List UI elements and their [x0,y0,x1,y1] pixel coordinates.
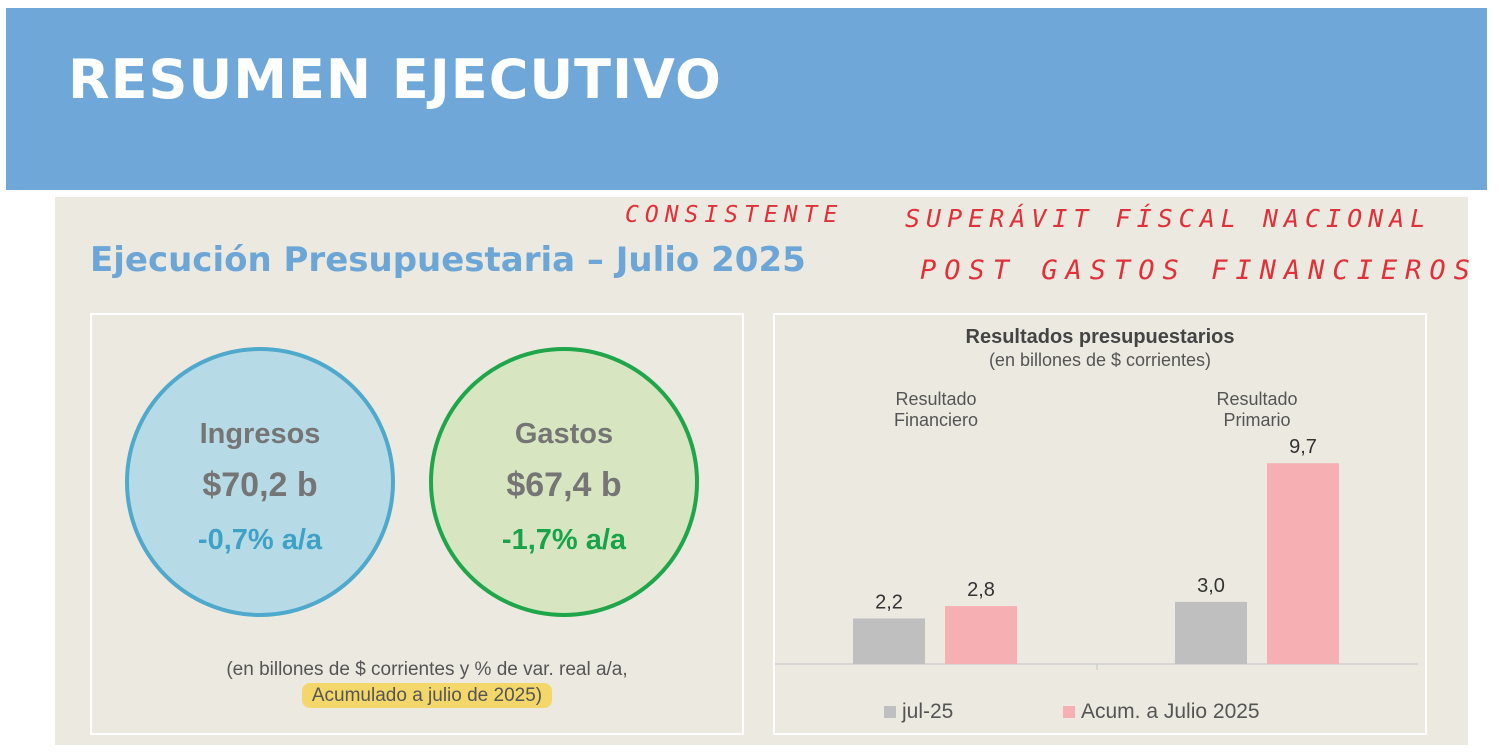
ingresos-variation: -0,7% a/a [197,524,323,556]
bar-jul25-1 [1175,601,1247,664]
data-label-acum-1: 9,7 [1289,436,1317,458]
handwritten-note-2: POST GASTOS FINANCIEROS [920,255,1478,286]
legend-label-acum: Acum. a Julio 2025 [1081,700,1260,723]
bar-acum-1 [1267,463,1339,664]
bar-jul25-0 [853,618,925,664]
legend-swatch-acum [1063,706,1075,718]
category-label-line: Resultado [1216,389,1298,409]
data-label-jul25-0: 2,2 [875,591,903,613]
header-banner: RESUMEN EJECUTIVO [6,8,1487,190]
summary-note-line2: Acumulado a julio de 2025) [301,683,553,708]
section-subtitle: Ejecución Presupuestaria – Julio 2025 [90,240,806,280]
category-label-line: Resultado [895,389,977,409]
chart-box [773,313,1427,735]
chart-title: Resultados presupuestarios [965,326,1235,348]
summary-note: (en billones de $ corrientes y % de var.… [92,658,762,708]
ingresos-amount: $70,2 b [202,466,318,504]
chart-subtitle: (en billones de $ corrientes) [988,350,1212,370]
gastos-variation: -1,7% a/a [501,524,627,556]
category-label-line: Financiero [893,410,979,430]
page-title: RESUMEN EJECUTIVO [68,48,722,111]
category-label-primario: Resultado Primario [1147,389,1367,431]
legend-item-jul25: jul-25 [884,700,953,724]
ingresos-label: Ingresos [199,418,321,450]
legend-label-jul25: jul-25 [902,700,954,723]
data-label-acum-0: 2,8 [967,579,995,601]
ingresos-circle: Ingresos $70,2 b -0,7% a/a [125,347,395,617]
gastos-circle: Gastos $67,4 b -1,7% a/a [429,347,699,617]
summary-box [90,313,744,735]
summary-note-line1: (en billones de $ corrientes y % de var.… [226,659,628,680]
legend-swatch-jul25 [884,706,896,718]
category-label-line: Primario [1223,410,1291,430]
handwritten-note-1b: SUPERÁVIT FÍSCAL NACIONAL [905,204,1432,233]
legend-item-acum: Acum. a Julio 2025 [1063,700,1260,724]
bar-acum-0 [945,606,1017,664]
gastos-amount: $67,4 b [506,466,622,504]
category-label-financiero: Resultado Financiero [826,389,1046,431]
handwritten-note-1a: CONSISTENTE [625,202,844,228]
gastos-label: Gastos [514,418,614,450]
data-label-jul25-1: 3,0 [1197,575,1225,597]
